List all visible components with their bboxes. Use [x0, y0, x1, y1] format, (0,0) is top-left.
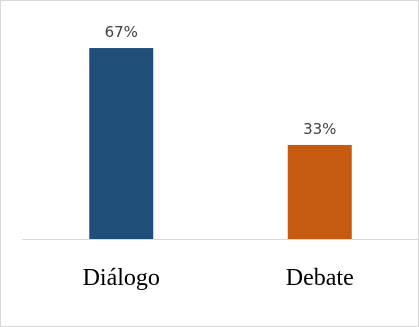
bars-group	[89, 48, 352, 239]
value-label-1: 33%	[303, 120, 336, 138]
category-labels-group: Diálogo Debate	[83, 265, 354, 291]
category-label-0: Diálogo	[83, 265, 160, 291]
bar-1	[287, 144, 352, 239]
value-label-0: 67%	[105, 23, 138, 41]
category-label-1: Debate	[286, 265, 354, 291]
value-labels-group: 67% 33%	[105, 23, 337, 138]
bar-0	[89, 48, 154, 239]
